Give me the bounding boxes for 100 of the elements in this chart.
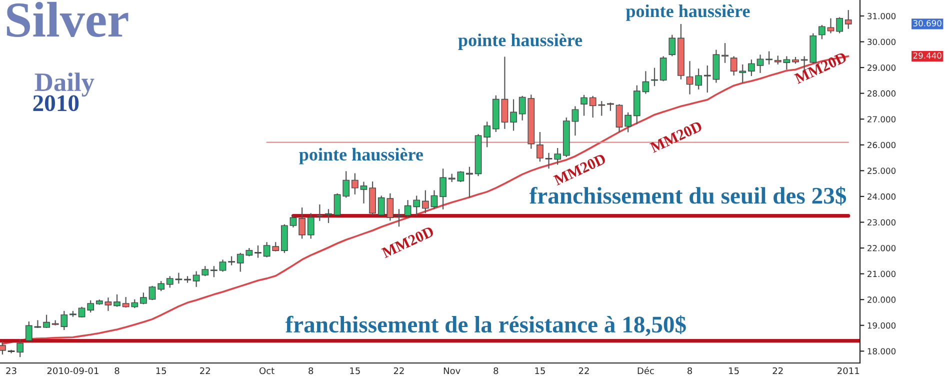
y-tick-label: 26.000 bbox=[868, 142, 896, 148]
x-tick-label: 15 bbox=[729, 367, 739, 374]
annotation: pointe haussière bbox=[626, 4, 750, 21]
x-tick-label: 2010-09-01 bbox=[47, 367, 98, 374]
candlestick bbox=[572, 106, 579, 136]
candlestick bbox=[827, 18, 834, 34]
candlestick bbox=[16, 338, 24, 358]
candlestick bbox=[360, 181, 368, 204]
candlestick bbox=[651, 67, 658, 87]
y-tick-label: 31.000 bbox=[868, 12, 896, 20]
y-tick-label: 20.000 bbox=[868, 296, 896, 303]
candlestick bbox=[43, 314, 50, 328]
candlestick bbox=[307, 212, 314, 240]
y-tick-label: 19.000 bbox=[868, 322, 896, 329]
candlestick bbox=[484, 121, 491, 148]
candlestick bbox=[166, 276, 174, 288]
line-series bbox=[2, 55, 850, 345]
candlestick bbox=[545, 152, 552, 170]
candlestick bbox=[87, 300, 94, 314]
text: 30.690 bbox=[913, 20, 942, 26]
candlestick bbox=[0, 340, 6, 356]
candlestick bbox=[272, 242, 280, 252]
x-tick-label: Oct bbox=[260, 367, 274, 374]
candlestick bbox=[25, 320, 32, 342]
candlestick bbox=[325, 208, 332, 224]
candlestick bbox=[686, 60, 694, 95]
x-tick-label: 8 bbox=[308, 367, 314, 374]
candlestick bbox=[783, 56, 790, 70]
candlestick bbox=[148, 285, 156, 301]
candlestick bbox=[430, 190, 438, 210]
candlestick bbox=[642, 70, 650, 94]
candlestick bbox=[316, 204, 324, 222]
x-tick-label: 15 bbox=[535, 367, 545, 374]
candlestick bbox=[440, 168, 446, 210]
candlestick bbox=[104, 296, 112, 312]
candlestick bbox=[695, 68, 702, 90]
candlestick bbox=[263, 242, 270, 258]
candlestick bbox=[616, 104, 623, 133]
candlestick bbox=[342, 170, 350, 198]
y-tick-label: 22.000 bbox=[868, 244, 896, 252]
text: 29.440 bbox=[913, 52, 942, 59]
candlestick bbox=[175, 272, 182, 284]
candlestick bbox=[748, 59, 755, 77]
candlestick bbox=[404, 200, 412, 218]
annotation: pointe haussière bbox=[299, 148, 424, 164]
candlestick bbox=[334, 192, 341, 216]
y-tick-label: 27.000 bbox=[868, 116, 896, 122]
candlestick bbox=[704, 64, 711, 94]
annotation: pointe haussière bbox=[458, 34, 582, 50]
candlestick bbox=[536, 131, 544, 162]
annotation: 2010 bbox=[33, 95, 79, 112]
x-tick-label: 22 bbox=[394, 367, 404, 374]
y-tick-label: 25.000 bbox=[868, 168, 896, 174]
y-tick-label: 28.000 bbox=[868, 90, 896, 97]
candlestick bbox=[836, 16, 843, 34]
y-tick-label: 29.000 bbox=[868, 64, 896, 71]
candlestick bbox=[158, 280, 165, 292]
candlestick bbox=[114, 294, 120, 308]
candlestick bbox=[396, 208, 402, 228]
text: Daily bbox=[34, 72, 94, 97]
candlestick bbox=[236, 252, 244, 272]
candlestick bbox=[210, 266, 218, 278]
x-tick-label: 8 bbox=[114, 367, 120, 374]
x-tick-label: 23 bbox=[6, 367, 16, 374]
x-tick-label: 22 bbox=[578, 367, 589, 374]
candlestick bbox=[78, 306, 86, 318]
candlestick bbox=[290, 215, 297, 228]
candlestick bbox=[580, 94, 588, 116]
candlestick bbox=[219, 259, 226, 272]
y-tick-label: 21.000 bbox=[868, 270, 896, 278]
candlestick bbox=[668, 34, 676, 57]
candlestick bbox=[254, 244, 262, 258]
candlestick bbox=[510, 98, 517, 132]
candlestick bbox=[818, 24, 826, 40]
x-tick-label: 8 bbox=[688, 367, 692, 374]
candlestick bbox=[624, 112, 632, 133]
y-tick-label: 18.000 bbox=[868, 348, 896, 354]
candlestick bbox=[756, 54, 764, 74]
candlestick bbox=[34, 320, 42, 328]
candlestick bbox=[413, 195, 420, 216]
x-tick-label: Nov bbox=[444, 367, 460, 374]
annotation: franchissement de la résistance à 18,50$ bbox=[285, 315, 686, 336]
candlestick bbox=[844, 10, 852, 30]
candlestick bbox=[228, 256, 235, 266]
x-tick-label: 22 bbox=[200, 367, 210, 374]
x-tick-label: 2011 bbox=[838, 367, 860, 374]
candlestick bbox=[501, 56, 508, 130]
annotation: franchissement du seuil des 23$ bbox=[529, 186, 846, 206]
candlestick bbox=[722, 42, 728, 64]
y-tick-label: 23.000 bbox=[868, 219, 896, 226]
x-tick-label: 8 bbox=[494, 367, 498, 374]
y-tick-label: 24.000 bbox=[868, 193, 896, 200]
candlestick bbox=[422, 190, 429, 214]
candlestick bbox=[766, 50, 772, 66]
y-tick-label: 30.000 bbox=[868, 38, 896, 46]
candlestick bbox=[351, 172, 358, 195]
chart-title: Silver bbox=[6, 2, 128, 37]
x-tick-label: 22 bbox=[772, 367, 783, 374]
x-tick-label: 15 bbox=[156, 367, 166, 374]
candlestick bbox=[298, 206, 306, 240]
